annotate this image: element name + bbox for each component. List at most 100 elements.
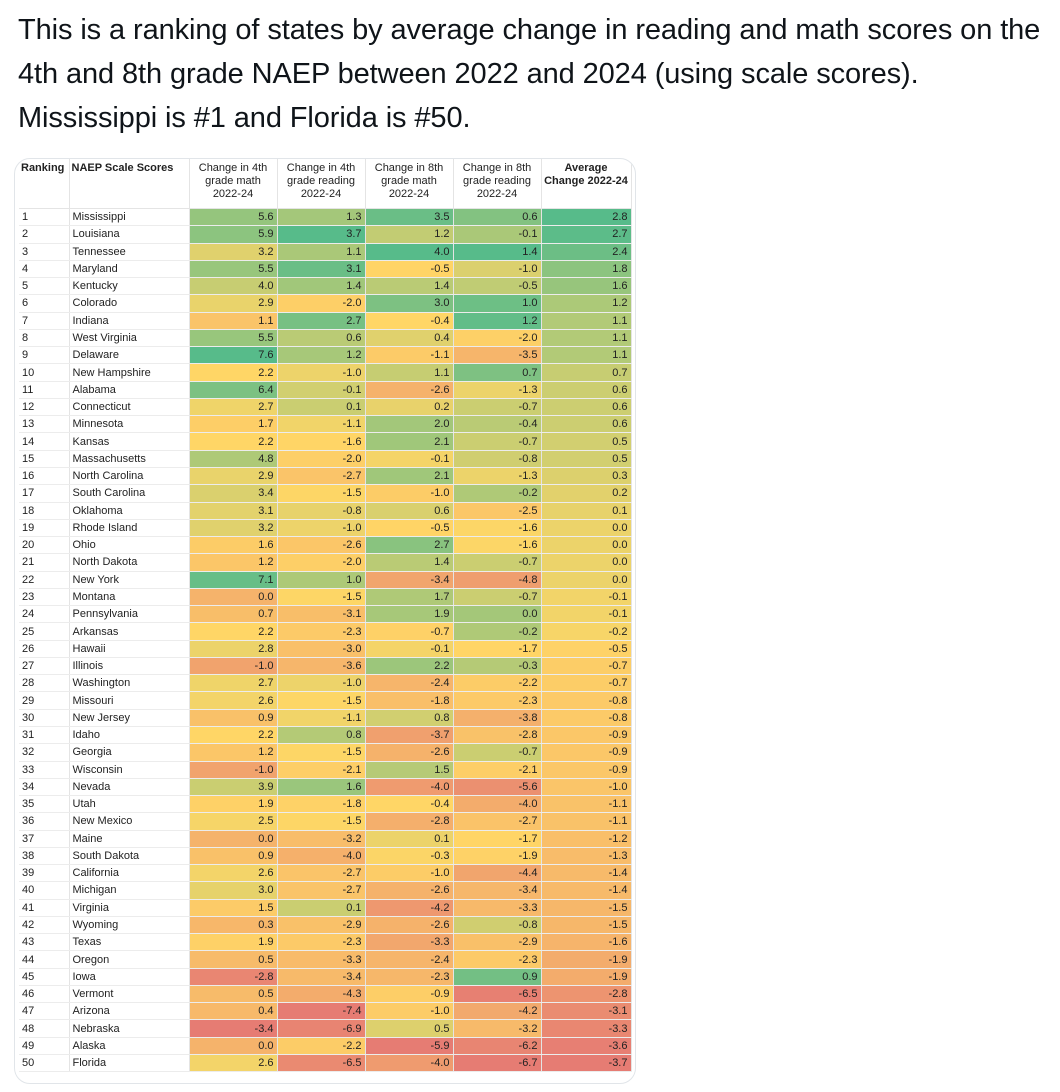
cell-8th-math: 1.4	[365, 277, 454, 296]
cell-8th-math: 0.1	[365, 830, 454, 848]
cell-average-change: -1.1	[541, 812, 632, 831]
cell-4th-math: 0.3	[189, 916, 278, 935]
table-row: 39 California 2.6 -2.7 -1.0 -4.4 -1.4	[19, 864, 632, 883]
cell-average-change: -0.9	[541, 743, 632, 762]
cell-average-change: 2.4	[541, 243, 632, 261]
cell-rank: 40	[19, 881, 70, 900]
cell-state: Maryland	[69, 260, 190, 279]
cell-4th-math: 1.7	[189, 415, 278, 434]
cell-rank: 15	[19, 450, 70, 468]
cell-8th-math: -0.5	[365, 260, 454, 279]
cell-average-change: -0.7	[541, 674, 632, 693]
cell-average-change: -0.5	[541, 640, 632, 658]
cell-state: Nevada	[69, 778, 190, 797]
cell-8th-math: -3.7	[365, 726, 454, 745]
cell-8th-reading: -1.0	[453, 260, 542, 279]
cell-state: Oregon	[69, 950, 190, 969]
tweet-text: This is a ranking of states by average c…	[18, 14, 1041, 134]
cell-rank: 8	[19, 329, 70, 348]
cell-4th-math: 2.2	[189, 363, 278, 382]
naep-ranking-table: Ranking NAEP Scale Scores Change in 4th …	[19, 159, 632, 1073]
cell-rank: 28	[19, 674, 70, 693]
cell-8th-reading: -0.4	[453, 415, 542, 434]
cell-4th-reading: 2.7	[277, 312, 366, 330]
cell-8th-reading: -0.7	[453, 588, 542, 607]
cell-state: Missouri	[69, 691, 190, 710]
cell-8th-reading: -0.8	[453, 450, 542, 468]
cell-8th-reading: -2.3	[453, 691, 542, 710]
cell-8th-math: 0.4	[365, 329, 454, 348]
cell-8th-reading: 1.0	[453, 294, 542, 313]
cell-8th-reading: -3.5	[453, 346, 542, 365]
cell-rank: 41	[19, 899, 70, 917]
cell-average-change: 0.1	[541, 502, 632, 520]
cell-4th-math: 6.4	[189, 381, 278, 399]
cell-4th-reading: 0.8	[277, 726, 366, 745]
cell-average-change: 0.2	[541, 484, 632, 503]
cell-rank: 26	[19, 640, 70, 658]
cell-rank: 13	[19, 415, 70, 434]
cell-8th-math: -1.1	[365, 346, 454, 365]
cell-8th-reading: -1.3	[453, 381, 542, 399]
cell-average-change: 0.6	[541, 415, 632, 434]
cell-8th-reading: -2.7	[453, 812, 542, 831]
cell-8th-reading: -6.2	[453, 1037, 542, 1056]
table-row: 37 Maine 0.0 -3.2 0.1 -1.7 -1.2	[19, 830, 632, 848]
table-row: 20 Ohio 1.6 -2.6 2.7 -1.6 0.0	[19, 536, 632, 555]
table-row: 3 Tennessee 3.2 1.1 4.0 1.4 2.4	[19, 243, 632, 261]
cell-state: New Hampshire	[69, 363, 190, 382]
table-row: 23 Montana 0.0 -1.5 1.7 -0.7 -0.1	[19, 588, 632, 607]
cell-state: South Carolina	[69, 484, 190, 503]
cell-rank: 23	[19, 588, 70, 607]
cell-4th-math: 2.6	[189, 1054, 278, 1073]
cell-4th-math: 4.8	[189, 450, 278, 468]
cell-4th-reading: -7.4	[277, 1002, 366, 1021]
cell-rank: 44	[19, 950, 70, 969]
table-row: 44 Oregon 0.5 -3.3 -2.4 -2.3 -1.9	[19, 950, 632, 969]
cell-rank: 48	[19, 1019, 70, 1038]
cell-4th-reading: -4.3	[277, 985, 366, 1004]
cell-8th-math: 2.1	[365, 467, 454, 486]
cell-rank: 1	[19, 208, 70, 227]
cell-8th-reading: -1.3	[453, 467, 542, 486]
cell-8th-math: -0.1	[365, 640, 454, 658]
table-row: 22 New York 7.1 1.0 -3.4 -4.8 0.0	[19, 571, 632, 589]
table-row: 8 West Virginia 5.5 0.6 0.4 -2.0 1.1	[19, 329, 632, 348]
cell-rank: 46	[19, 985, 70, 1004]
cell-rank: 49	[19, 1037, 70, 1056]
cell-8th-math: -4.2	[365, 899, 454, 917]
cell-8th-math: 2.2	[365, 657, 454, 676]
cell-average-change: -2.8	[541, 985, 632, 1004]
tweet-image-naep-table[interactable]: Ranking NAEP Scale Scores Change in 4th …	[14, 158, 636, 1084]
cell-rank: 50	[19, 1054, 70, 1073]
cell-state: Georgia	[69, 743, 190, 762]
cell-state: Tennessee	[69, 243, 190, 261]
cell-rank: 22	[19, 571, 70, 589]
cell-4th-math: 2.7	[189, 398, 278, 417]
cell-rank: 6	[19, 294, 70, 313]
cell-rank: 17	[19, 484, 70, 503]
cell-4th-math: -3.4	[189, 1019, 278, 1038]
cell-8th-reading: -2.2	[453, 674, 542, 693]
cell-state: Wyoming	[69, 916, 190, 935]
cell-average-change: 0.0	[541, 571, 632, 589]
cell-8th-math: -2.4	[365, 950, 454, 969]
cell-state: Vermont	[69, 985, 190, 1004]
cell-4th-math: 5.9	[189, 225, 278, 244]
cell-4th-math: -1.0	[189, 657, 278, 676]
cell-4th-math: 0.7	[189, 605, 278, 624]
cell-4th-math: 2.8	[189, 640, 278, 658]
cell-average-change: -1.4	[541, 881, 632, 900]
cell-4th-math: 2.9	[189, 294, 278, 313]
cell-average-change: 0.3	[541, 467, 632, 486]
header-8th-math: Change in 8th grade math 2022-24	[365, 159, 454, 209]
table-row: 19 Rhode Island 3.2 -1.0 -0.5 -1.6 0.0	[19, 519, 632, 538]
cell-rank: 7	[19, 312, 70, 330]
table-row: 11 Alabama 6.4 -0.1 -2.6 -1.3 0.6	[19, 381, 632, 399]
cell-8th-math: -2.6	[365, 916, 454, 935]
table-row: 27 Illinois -1.0 -3.6 2.2 -0.3 -0.7	[19, 657, 632, 676]
cell-state: Idaho	[69, 726, 190, 745]
cell-8th-math: 4.0	[365, 243, 454, 261]
cell-8th-math: -3.4	[365, 571, 454, 589]
cell-8th-reading: -0.8	[453, 916, 542, 935]
